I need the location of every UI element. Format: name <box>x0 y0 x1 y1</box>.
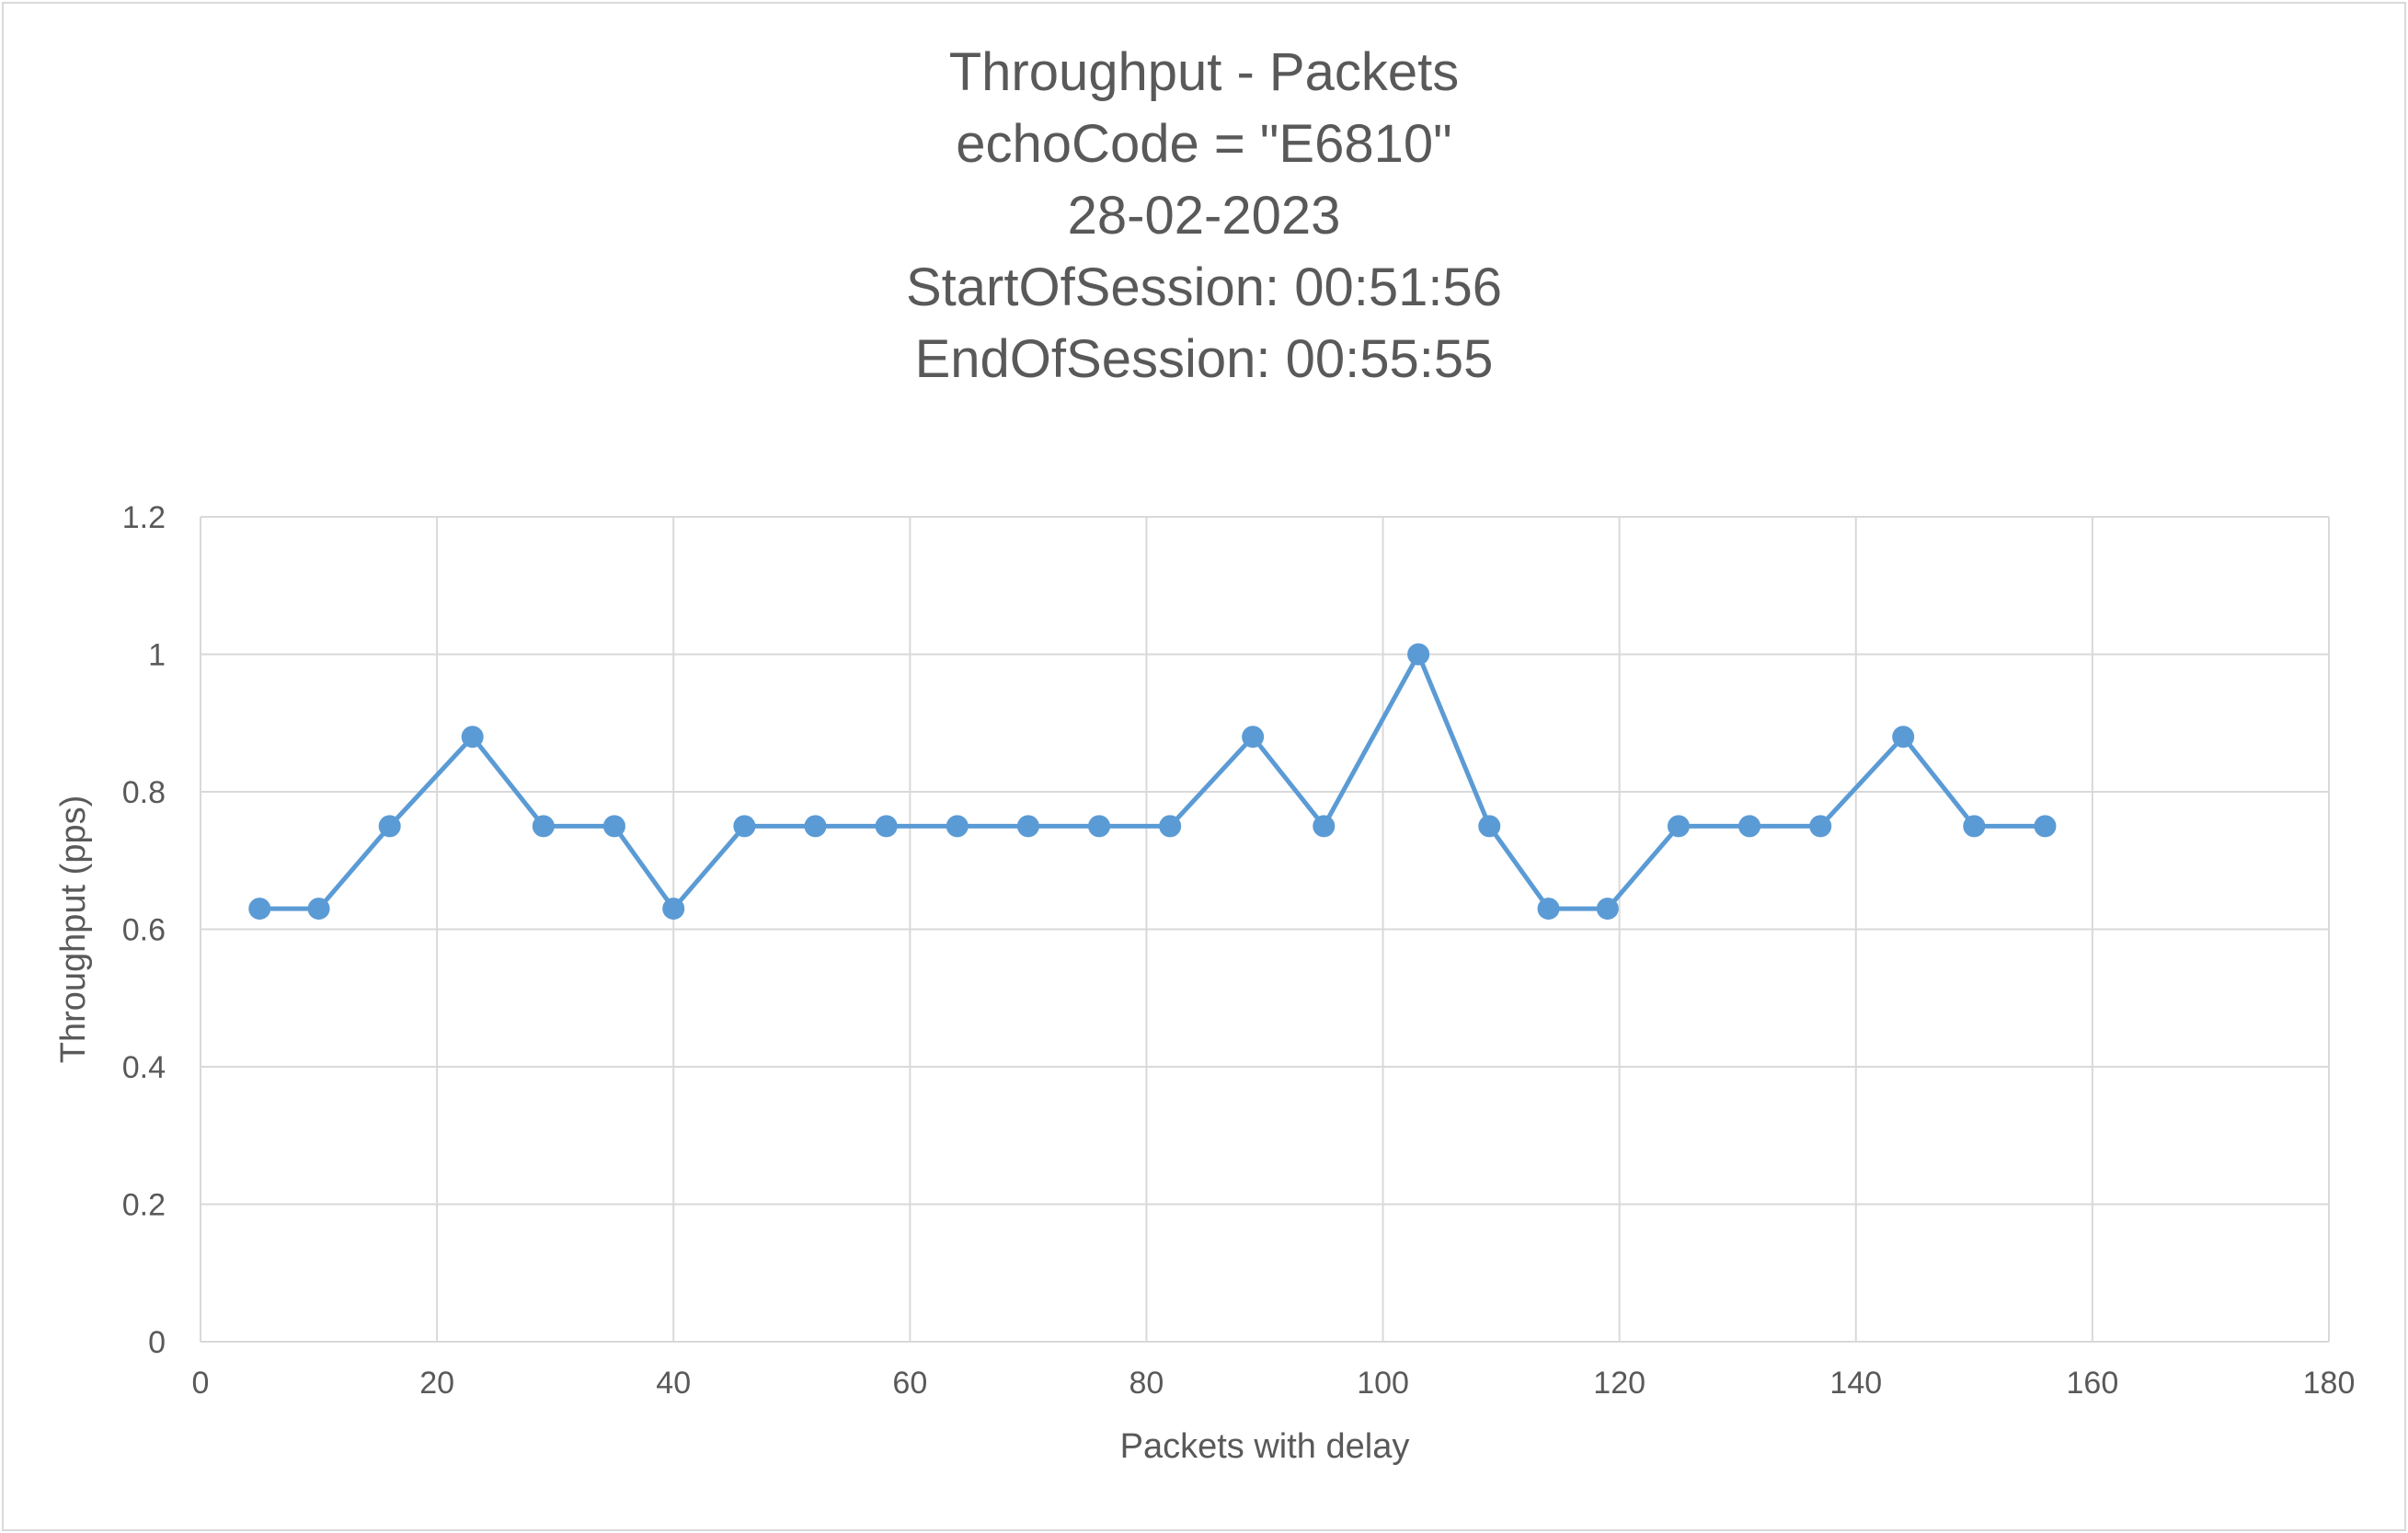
title-line-3: 28-02-2023 <box>1067 186 1341 246</box>
y-tick-label: 0 <box>148 1325 166 1360</box>
data-point <box>1159 815 1182 838</box>
data-point <box>733 815 756 838</box>
y-tick-label: 0.4 <box>122 1050 166 1085</box>
y-axis-title: Throughput (pps) <box>54 795 93 1064</box>
x-tick-label: 0 <box>192 1366 210 1401</box>
data-point <box>1963 815 1986 838</box>
y-tick-label: 1 <box>148 638 166 673</box>
data-point <box>1407 643 1430 666</box>
data-point <box>946 815 969 838</box>
data-point <box>307 898 330 921</box>
x-tick-label: 120 <box>1593 1366 1645 1401</box>
y-tick-label: 0.2 <box>122 1188 166 1223</box>
title-line-1: Throughput - Packets <box>948 42 1460 102</box>
data-point <box>1667 815 1690 838</box>
tick-labels: 0 20 40 60 80 100 120 140 160 180 0 0.2 0.4 0.6 0.8 1 1.… <box>122 500 2356 1401</box>
x-tick-label: 100 <box>1357 1366 1409 1401</box>
x-tick-label: 160 <box>2067 1366 2119 1401</box>
data-point <box>1596 898 1619 921</box>
title-line-4: StartOfSession: 00:51:56 <box>905 257 1503 317</box>
x-tick-label: 20 <box>419 1366 454 1401</box>
data-point <box>662 898 685 921</box>
data-point <box>602 815 625 838</box>
x-tick-label: 40 <box>656 1366 691 1401</box>
data-point <box>1537 898 1560 921</box>
data-point <box>1809 815 1832 838</box>
gridlines <box>200 516 2330 1343</box>
y-tick-label: 1.2 <box>122 500 166 535</box>
data-point <box>1478 815 1501 838</box>
data-point <box>804 815 827 838</box>
data-point <box>1016 815 1039 838</box>
chart-title: Throughput - Packets echoCode = "E6810" … <box>0 37 2408 395</box>
data-point <box>1242 726 1265 749</box>
series-line <box>257 652 2047 911</box>
x-tick-label: 180 <box>2303 1366 2356 1401</box>
title-line-2: echoCode = "E6810" <box>956 114 1452 174</box>
data-point <box>461 726 484 749</box>
data-point <box>1738 815 1761 838</box>
y-tick-label: 0.6 <box>122 913 166 948</box>
data-point <box>1088 815 1111 838</box>
data-point <box>532 815 555 838</box>
data-point <box>1892 726 1915 749</box>
data-point <box>875 815 898 838</box>
data-point <box>1313 815 1336 838</box>
x-tick-label: 60 <box>892 1366 927 1401</box>
series-layer <box>248 643 2057 921</box>
x-tick-label: 140 <box>1829 1366 1882 1401</box>
data-point <box>248 898 271 921</box>
title-line-5: EndOfSession: 00:55:55 <box>914 329 1494 389</box>
data-point <box>2034 815 2057 838</box>
y-tick-label: 0.8 <box>122 775 166 810</box>
x-tick-label: 80 <box>1129 1366 1164 1401</box>
data-point <box>378 815 401 838</box>
x-axis-title: Packets with delay <box>1120 1427 1410 1466</box>
